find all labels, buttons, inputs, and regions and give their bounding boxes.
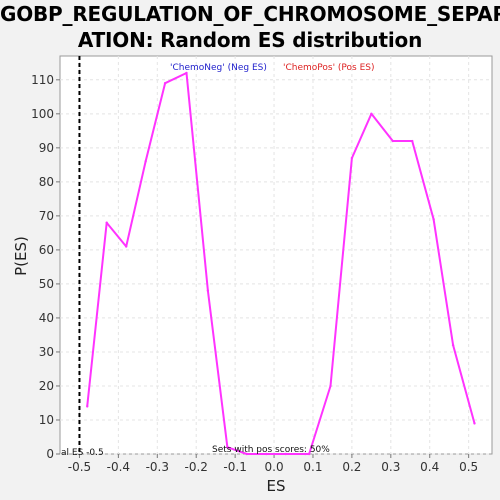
y-tick-label: 20	[39, 379, 54, 393]
x-axis-ticks: -0.5 -0.4 -0.3 -0.2 -0.1 0.0 0.1 0.2 0.3 0.4 0.5	[68, 454, 478, 474]
data-point	[351, 157, 353, 159]
data-point	[164, 82, 166, 84]
x-axis-label: ES	[267, 477, 286, 495]
y-tick-label: 80	[39, 175, 54, 189]
data-point	[370, 113, 372, 115]
actual-es-annotation: al ES -0.5	[61, 448, 104, 458]
y-tick-label: 0	[46, 447, 54, 461]
x-tick-label: 0.2	[342, 460, 361, 474]
y-tick-label: 60	[39, 243, 54, 257]
x-tick-label: 0.5	[459, 460, 478, 474]
data-point	[207, 290, 209, 292]
y-tick-label: 70	[39, 209, 54, 223]
y-tick-label: 100	[31, 107, 54, 121]
y-tick-label: 30	[39, 345, 54, 359]
data-point	[392, 140, 394, 142]
x-tick-label: -0.3	[146, 460, 169, 474]
y-tick-label: 90	[39, 141, 54, 155]
data-point	[452, 344, 454, 346]
data-point	[106, 221, 108, 223]
data-point	[473, 422, 475, 424]
data-point	[86, 405, 88, 407]
y-tick-label: 110	[31, 73, 54, 87]
x-tick-label: 0.0	[265, 460, 284, 474]
plot-area	[60, 56, 492, 454]
data-point	[432, 218, 434, 220]
x-tick-label: 0.1	[303, 460, 322, 474]
x-tick-label: -0.4	[107, 460, 130, 474]
y-axis-ticks: 0 10 20 30 40 50 60 70 80 90 100 110	[31, 73, 60, 461]
x-tick-label: -0.5	[68, 460, 91, 474]
pos-scores-annotation: Sets with pos scores: 50%	[212, 445, 330, 455]
y-tick-label: 10	[39, 413, 54, 427]
data-point	[125, 245, 127, 247]
y-axis-label: P(ES)	[12, 236, 30, 276]
x-tick-label: 0.3	[381, 460, 400, 474]
legend-item-neg: 'ChemoNeg' (Neg ES)	[170, 63, 267, 73]
y-tick-label: 50	[39, 277, 54, 291]
data-point	[329, 385, 331, 387]
y-tick-label: 40	[39, 311, 54, 325]
x-tick-label: -0.2	[185, 460, 208, 474]
x-tick-label: -0.1	[223, 460, 246, 474]
data-point	[411, 140, 413, 142]
x-tick-label: 0.4	[420, 460, 439, 474]
legend-item-pos: 'ChemoPos' (Pos ES)	[283, 63, 375, 73]
data-point	[144, 160, 146, 162]
